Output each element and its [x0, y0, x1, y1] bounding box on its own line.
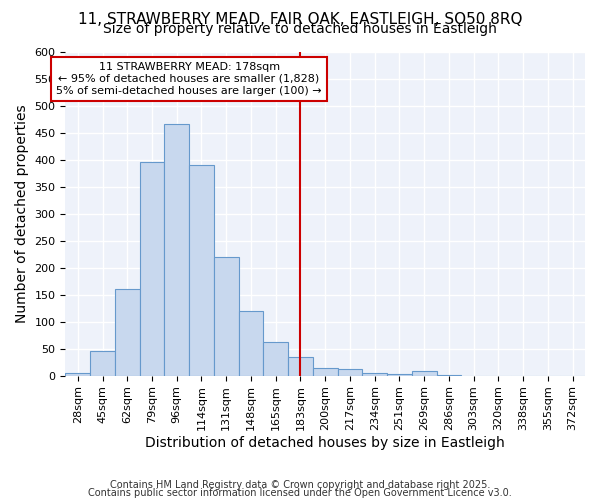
Bar [437, 375, 461, 376]
Y-axis label: Number of detached properties: Number of detached properties [15, 104, 29, 323]
Bar [140, 162, 164, 376]
Bar [263, 342, 288, 376]
Bar [189, 165, 214, 376]
Bar [362, 373, 387, 376]
Bar [239, 311, 263, 376]
Text: 11, STRAWBERRY MEAD, FAIR OAK, EASTLEIGH, SO50 8RQ: 11, STRAWBERRY MEAD, FAIR OAK, EASTLEIGH… [78, 12, 522, 28]
Bar [387, 374, 412, 376]
Bar [214, 257, 239, 376]
X-axis label: Distribution of detached houses by size in Eastleigh: Distribution of detached houses by size … [145, 436, 505, 450]
Bar [288, 357, 313, 376]
Bar [115, 290, 140, 376]
Text: 11 STRAWBERRY MEAD: 178sqm
← 95% of detached houses are smaller (1,828)
5% of se: 11 STRAWBERRY MEAD: 178sqm ← 95% of deta… [56, 62, 322, 96]
Bar [65, 373, 90, 376]
Bar [313, 368, 338, 376]
Bar [338, 369, 362, 376]
Text: Size of property relative to detached houses in Eastleigh: Size of property relative to detached ho… [103, 22, 497, 36]
Text: Contains public sector information licensed under the Open Government Licence v3: Contains public sector information licen… [88, 488, 512, 498]
Bar [90, 352, 115, 376]
Text: Contains HM Land Registry data © Crown copyright and database right 2025.: Contains HM Land Registry data © Crown c… [110, 480, 490, 490]
Bar [412, 372, 437, 376]
Bar [164, 124, 189, 376]
